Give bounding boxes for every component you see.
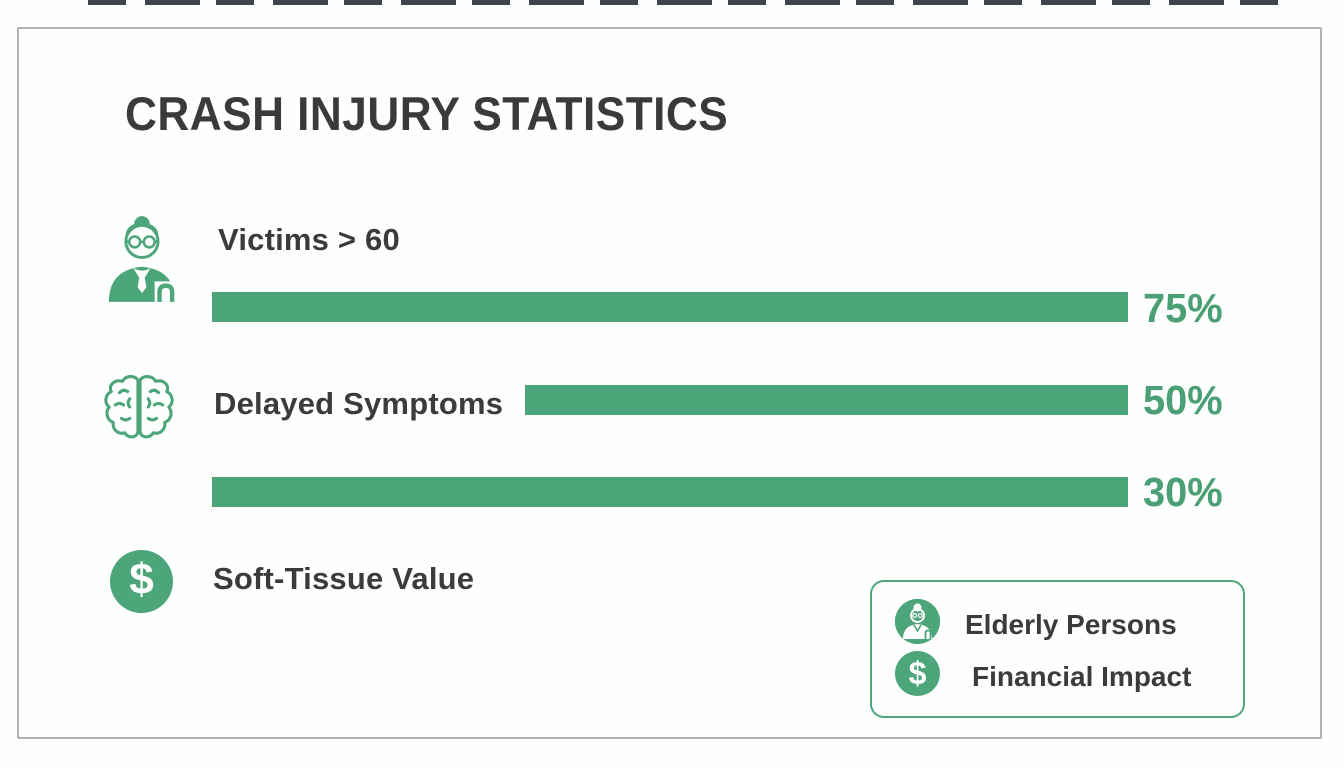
brain-icon [104,371,174,446]
bar-victims [212,292,1128,322]
legend-label-financial-impact: Financial Impact [972,661,1192,692]
row-label-delayed-symptoms: Delayed Symptoms [214,386,504,421]
row-label-soft-tissue: Soft-Tissue Value [213,561,475,596]
row-label-victims: Victims > 60 [218,222,400,257]
legend-dollar-icon: $ [895,651,940,696]
dollar-glyph: $ [908,654,927,691]
dollar-icon: $ [110,550,173,613]
cropped-top-decoration [88,0,1292,5]
page-title: CRASH INJURY STATISTICS [125,87,729,140]
dollar-glyph: $ [129,555,154,604]
bar-soft-tissue [212,477,1128,507]
legend-label-elderly-persons: Elderly Persons [965,609,1177,640]
legend-elderly-person-icon [895,599,940,644]
elderly-person-icon [104,214,178,307]
bar-delayed-symptoms [525,385,1128,415]
value-label-soft-tissue: 30% [1143,469,1223,515]
legend: Elderly Persons $ Financial Impact [870,580,1245,718]
value-label-delayed-symptoms: 50% [1143,377,1223,423]
value-label-victims: 75% [1143,285,1223,331]
